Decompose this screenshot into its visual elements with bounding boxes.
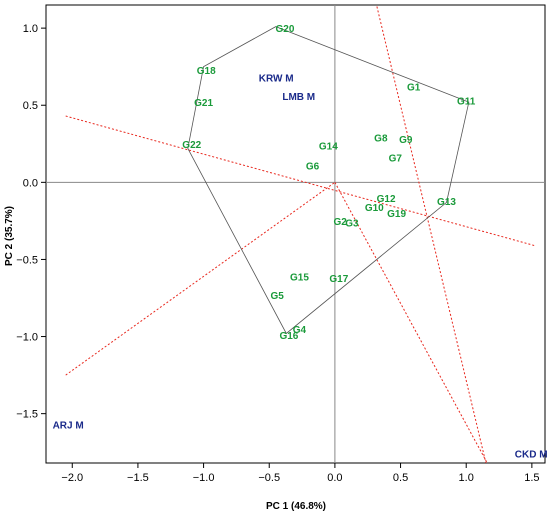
genotype-label-g11: G11: [457, 97, 476, 108]
genotype-label-g4: G4: [293, 325, 307, 336]
genotype-label-g21: G21: [194, 98, 213, 109]
ray-lines: [65, 6, 535, 463]
y-tick-label: 0.0: [23, 177, 38, 189]
environment-label-lmb-m: LMB M: [282, 92, 315, 103]
genotype-label-g5: G5: [270, 291, 284, 302]
genotype-label-g18: G18: [197, 66, 216, 77]
environment-labels: KRW M LMB M ARJ M CKD M: [53, 73, 548, 460]
x-tick-label: −2.0: [61, 472, 83, 484]
genotype-label-g16: G16: [279, 331, 298, 342]
genotype-label-g22: G22: [182, 140, 201, 151]
y-axis-ticks: −1.5 −1.0 −0.5 0.0 0.5 1.0: [16, 23, 46, 421]
x-tick-label: −1.5: [127, 472, 149, 484]
y-tick-label: −0.5: [16, 254, 38, 266]
x-axis-ticks: −2.0 −1.5 −1.0 −0.5 0.0 0.5 1.0 1.5: [61, 463, 540, 484]
genotype-label-g3: G3: [345, 218, 359, 229]
genotype-labels: G20 G18 G21 G22 G1 G11 G14 G8 G9 G7 G6 G12 G13 G10G19…: [182, 24, 476, 342]
genotype-label-g15: G15: [290, 272, 309, 283]
environment-label-krw-m: KRW M: [259, 73, 294, 84]
genotype-label-g2: G2: [333, 217, 347, 228]
y-tick-label: −1.5: [16, 409, 38, 421]
x-tick-label: −0.5: [258, 472, 280, 484]
environment-label-arj-m: ARJ M: [53, 420, 84, 431]
plot-frame: [45, 4, 546, 464]
ray-line-4: [334, 182, 488, 463]
ray-line-1: [65, 115, 535, 247]
genotype-label-g19: G19: [387, 209, 406, 220]
plot-area: G20 G18 G21 G22 G1 G11 G14 G8 G9 G7 G6 G12 G13 G10G19…: [45, 4, 548, 464]
y-axis-title: PC 2 (35.7%): [4, 206, 15, 266]
convex-hull-polygon: [187, 26, 470, 335]
genotype-label-g1: G1: [407, 83, 421, 94]
environment-label-ckd-m: CKD M: [515, 450, 548, 461]
genotype-label-g8: G8: [374, 134, 388, 145]
x-tick-label: −1.0: [193, 472, 215, 484]
genotype-label-g7: G7: [389, 154, 403, 165]
ray-line-2: [65, 181, 336, 376]
genotype-label-g12: G12: [377, 194, 396, 205]
y-tick-label: 1.0: [23, 23, 38, 35]
x-tick-label: 1.5: [524, 472, 539, 484]
genotype-label-g14: G14: [319, 141, 338, 152]
y-tick-label: −1.0: [16, 332, 38, 344]
genotype-label-g6: G6: [306, 161, 320, 172]
genotype-label-g13: G13: [437, 197, 456, 208]
y-tick-label: 0.5: [23, 100, 38, 112]
x-tick-label: 1.0: [459, 472, 474, 484]
genotype-label-g17: G17: [329, 274, 348, 285]
genotype-label-g10: G10: [365, 203, 384, 214]
genotype-label-g9: G9: [399, 135, 413, 146]
x-tick-label: 0.5: [393, 472, 408, 484]
genotype-label-g20: G20: [276, 24, 295, 35]
x-axis-title: PC 1 (46.8%): [266, 501, 326, 512]
x-tick-label: 0.0: [327, 472, 342, 484]
